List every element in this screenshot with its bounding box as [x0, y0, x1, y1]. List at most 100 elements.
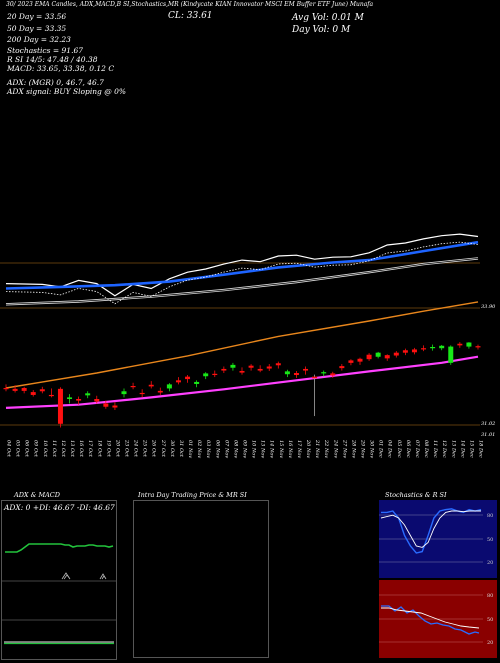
- candle: [48, 388, 54, 398]
- candle: [239, 367, 245, 375]
- date-label: 30 Nov: [369, 440, 375, 458]
- candle-body: [130, 386, 136, 388]
- candle: [221, 366, 227, 373]
- date-label: 24 Nov: [332, 439, 338, 458]
- candle-body: [103, 403, 109, 407]
- candle: [457, 342, 463, 348]
- date-label: 13 Oct: [69, 440, 75, 458]
- candle: [439, 344, 445, 351]
- close-price: CL: 33.61: [168, 11, 213, 21]
- candle: [112, 402, 118, 410]
- candle: [57, 387, 63, 428]
- candle: [67, 394, 73, 404]
- candle-body: [266, 366, 272, 369]
- candle: [402, 348, 408, 356]
- stat-macd: MACD: 33.65, 33.38, 0.12 C: [7, 64, 115, 73]
- candle-body: [411, 349, 417, 353]
- candle: [448, 345, 454, 365]
- candle: [421, 345, 427, 352]
- stochastics-panel: 80 50 20: [379, 500, 497, 578]
- candle-body: [303, 368, 309, 371]
- candle-body: [185, 376, 191, 380]
- stat-stochastics: Stochastics = 91.67: [7, 46, 84, 55]
- candle: [103, 400, 109, 409]
- candle-body: [375, 352, 381, 357]
- date-label: 09 Oct: [33, 440, 39, 458]
- candle-body: [112, 405, 118, 408]
- date-label: 18 Dec: [478, 440, 484, 458]
- candle-body: [166, 384, 172, 389]
- main-price-chart: 04 Oct 05 Oct 06 Oct 09 Oct 10 Oct 11 Oct 12 O…: [0, 233, 496, 458]
- candle: [39, 386, 45, 394]
- ema-line-ema200: [5, 301, 479, 389]
- macd-peak-b: [99, 573, 107, 580]
- date-label: 07 Dec: [414, 440, 420, 458]
- rsi-panel: 80 50 20: [379, 580, 497, 658]
- moving-average-lines: [5, 233, 479, 409]
- candle-body: [366, 354, 372, 360]
- candle: [76, 396, 82, 405]
- candle-body: [475, 346, 481, 348]
- candle: [194, 380, 200, 388]
- date-label: 11 Dec: [432, 440, 438, 458]
- date-label: 13 Dec: [450, 440, 456, 458]
- candle-body: [330, 373, 336, 376]
- candle-body: [439, 345, 445, 349]
- date-label: 04 Dec: [387, 440, 393, 458]
- candle-body: [357, 358, 363, 362]
- header-topline: 30/ 2023 EMA Candles, ADX,MACD,B SI,Stoc…: [6, 1, 374, 8]
- candle-body: [48, 394, 54, 397]
- date-label: 10 Oct: [42, 440, 48, 458]
- date-label: 13 Nov: [260, 440, 266, 458]
- date-label: 12 Dec: [441, 440, 447, 458]
- date-label: 01 Dec: [378, 440, 384, 458]
- date-label: 02 Nov: [196, 440, 202, 458]
- adx-chart: [2, 543, 116, 645]
- date-label: 04 Oct: [6, 440, 12, 458]
- adx-panel-title: ADX & MACD: [14, 491, 60, 499]
- candlestick-series: [3, 342, 481, 428]
- candle: [466, 342, 472, 349]
- stat-rsi: R SI 14/5: 47.48 / 40.38: [7, 55, 98, 64]
- price-label-bottom: 31.02: [481, 421, 495, 427]
- stochastics-panel-title: Stochastics & R SI: [385, 491, 447, 499]
- date-label: 01 Nov: [187, 440, 193, 458]
- date-label: 15 Dec: [468, 440, 474, 458]
- candle-body: [157, 390, 163, 393]
- candle-body: [239, 370, 245, 373]
- ema-line-ema50-inner: [5, 258, 479, 305]
- date-label: 20 Oct: [114, 439, 120, 458]
- candle: [230, 362, 236, 371]
- candle-body: [76, 399, 82, 401]
- date-label: 19 Oct: [105, 440, 111, 458]
- candle: [3, 384, 9, 392]
- price-level-lines: [0, 262, 480, 426]
- date-label: 05 Dec: [396, 440, 402, 458]
- date-label: 06 Nov: [214, 440, 220, 458]
- date-label: 28 Nov: [350, 439, 356, 458]
- date-label: 09 Nov: [242, 440, 248, 458]
- date-label: 29 Nov: [360, 439, 366, 458]
- date-label: 17 Oct: [87, 440, 93, 458]
- candle-body: [421, 348, 427, 350]
- candle: [330, 371, 336, 378]
- stochastic-d-line: [380, 510, 481, 548]
- date-label: 27 Oct: [160, 439, 166, 458]
- date-label: 08 Nov: [232, 440, 238, 458]
- candle: [357, 357, 363, 365]
- candle: [321, 370, 327, 377]
- adx-macd-panel: ADX: 0 +DI: 46.67 -DI: 46.67: [1, 500, 117, 660]
- date-label: 30 Oct: [169, 440, 175, 458]
- candle-body: [94, 399, 100, 402]
- date-label: 27 Nov: [341, 439, 347, 458]
- candle-body: [67, 397, 73, 399]
- candle-body: [21, 388, 27, 391]
- adx-value-label: ADX: 0 +DI: 46.67 -DI: 46.67: [4, 503, 115, 512]
- candle-body: [457, 343, 463, 346]
- date-label: 16 Nov: [287, 440, 293, 458]
- candle: [248, 364, 254, 371]
- stoch-tick-50: 50: [487, 537, 493, 543]
- candle: [266, 364, 272, 371]
- candle: [130, 382, 136, 390]
- date-label: 17 Nov: [296, 440, 302, 458]
